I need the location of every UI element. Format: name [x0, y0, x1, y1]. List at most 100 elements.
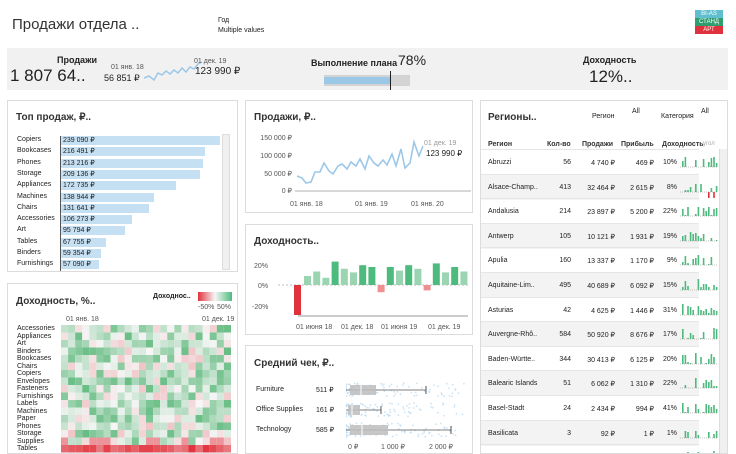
heatmap-cell[interactable] — [68, 422, 76, 431]
region-margin-sparkbars[interactable] — [680, 422, 718, 444]
heatmap-cell[interactable] — [146, 377, 154, 386]
heatmap-cell[interactable] — [223, 385, 231, 393]
top-products-bar[interactable] — [61, 260, 100, 270]
heatmap-cell[interactable] — [216, 370, 224, 378]
heatmap-cell[interactable] — [138, 445, 146, 453]
heatmap-cell[interactable] — [188, 340, 196, 348]
heatmap-cell[interactable] — [82, 400, 90, 408]
heatmap-cell[interactable] — [174, 332, 182, 341]
heatmap-cell[interactable] — [146, 355, 154, 363]
year-filter-dropdown[interactable]: Multiple values — [218, 27, 265, 34]
heatmap-cell[interactable] — [82, 332, 90, 341]
heatmap-cell[interactable] — [216, 430, 224, 438]
heatmap-cell[interactable] — [103, 415, 111, 423]
heatmap-cell[interactable] — [195, 422, 203, 431]
profit-bar[interactable] — [460, 271, 468, 286]
heatmap-cell[interactable] — [89, 347, 97, 356]
heatmap-cell[interactable] — [75, 407, 83, 416]
top-products-row[interactable]: Phones 213 216 ₽ — [8, 158, 218, 170]
region-row[interactable]: Andalusia 214 23 897 ₽ 5 200 ₽ 22% — [481, 198, 718, 224]
heatmap-cell[interactable] — [138, 415, 146, 423]
top-products-bar[interactable] — [61, 158, 204, 168]
heatmap-cell[interactable] — [89, 362, 97, 371]
heatmap-cell[interactable] — [110, 415, 118, 423]
heatmap-cell[interactable] — [153, 355, 161, 363]
heatmap-cell[interactable] — [209, 332, 217, 341]
heatmap-cell[interactable] — [209, 362, 217, 371]
heatmap-cell[interactable] — [103, 392, 111, 401]
heatmap-cell[interactable] — [167, 400, 175, 408]
heatmap-cell[interactable] — [195, 430, 203, 438]
heatmap-cell[interactable] — [96, 370, 104, 378]
top-products-bar[interactable] — [61, 169, 201, 179]
heatmap-cell[interactable] — [138, 430, 146, 438]
heatmap-cell[interactable] — [174, 407, 182, 416]
heatmap-cell[interactable] — [195, 362, 203, 371]
heatmap-cell[interactable] — [195, 355, 203, 363]
heatmap-cell[interactable] — [75, 340, 83, 348]
heatmap-cell[interactable] — [223, 355, 231, 363]
heatmap-cell[interactable] — [181, 332, 189, 341]
heatmap-cell[interactable] — [223, 392, 231, 401]
heatmap-cell[interactable] — [167, 362, 175, 371]
heatmap-cell[interactable] — [124, 415, 132, 423]
heatmap-cell[interactable] — [131, 422, 139, 431]
heatmap-cell[interactable] — [124, 422, 132, 431]
heatmap-cell[interactable] — [216, 445, 224, 453]
regions-scrollbar[interactable] — [719, 149, 727, 453]
heatmap-cell[interactable] — [75, 430, 83, 438]
heatmap-cell[interactable] — [160, 332, 168, 341]
heatmap-cell[interactable] — [223, 377, 231, 386]
heatmap-cell[interactable] — [124, 370, 132, 378]
heatmap-cell[interactable] — [131, 340, 139, 348]
heatmap-cell[interactable] — [160, 400, 168, 408]
heatmap-cell[interactable] — [75, 377, 83, 386]
heatmap-cell[interactable] — [209, 355, 217, 363]
heatmap-cell[interactable] — [117, 347, 125, 356]
heatmap-cell[interactable] — [167, 430, 175, 438]
heatmap-cell[interactable] — [131, 385, 139, 393]
heatmap-cell[interactable] — [160, 347, 168, 356]
heatmap-cell[interactable] — [110, 355, 118, 363]
heatmap-cell[interactable] — [181, 400, 189, 408]
heatmap-cell[interactable] — [153, 370, 161, 378]
top-products-bar[interactable] — [61, 203, 149, 213]
heatmap-cell[interactable] — [146, 332, 154, 341]
heatmap-cell[interactable] — [138, 362, 146, 371]
heatmap-cell[interactable] — [124, 332, 132, 341]
heatmap-cell[interactable] — [75, 445, 83, 453]
heatmap-cell[interactable] — [167, 385, 175, 393]
heatmap-cell[interactable] — [103, 445, 111, 453]
heatmap-cell[interactable] — [75, 437, 83, 446]
heatmap-cell[interactable] — [117, 370, 125, 378]
top-products-bar[interactable] — [61, 237, 107, 247]
heatmap-cell[interactable] — [96, 422, 104, 431]
heatmap-cell[interactable] — [181, 407, 189, 416]
heatmap-cell[interactable] — [167, 445, 175, 453]
heatmap-cell[interactable] — [216, 355, 224, 363]
heatmap-cell[interactable] — [209, 385, 217, 393]
heatmap-cell[interactable] — [146, 370, 154, 378]
heatmap-cell[interactable] — [110, 430, 118, 438]
region-filter-dropdown[interactable]: All — [632, 108, 640, 115]
heatmap-cell[interactable] — [110, 400, 118, 408]
heatmap-cell[interactable] — [174, 355, 182, 363]
heatmap-cell[interactable] — [61, 362, 69, 371]
heatmap-cell[interactable] — [96, 430, 104, 438]
heatmap-cell[interactable] — [61, 370, 69, 378]
heatmap-cell[interactable] — [167, 437, 175, 446]
heatmap-cell[interactable] — [160, 370, 168, 378]
heatmap-cell[interactable] — [89, 400, 97, 408]
heatmap-cell[interactable] — [82, 422, 90, 431]
heatmap-cell[interactable] — [216, 415, 224, 423]
heatmap-cell[interactable] — [202, 332, 210, 341]
heatmap-cell[interactable] — [61, 392, 69, 401]
heatmap-cell[interactable] — [138, 355, 146, 363]
heatmap-cell[interactable] — [68, 430, 76, 438]
heatmap-cell[interactable] — [61, 347, 69, 356]
heatmap-cell[interactable] — [138, 437, 146, 446]
heatmap-cell[interactable] — [82, 362, 90, 371]
heatmap-cell[interactable] — [131, 377, 139, 386]
heatmap-cell[interactable] — [96, 400, 104, 408]
heatmap-cell[interactable] — [82, 415, 90, 423]
